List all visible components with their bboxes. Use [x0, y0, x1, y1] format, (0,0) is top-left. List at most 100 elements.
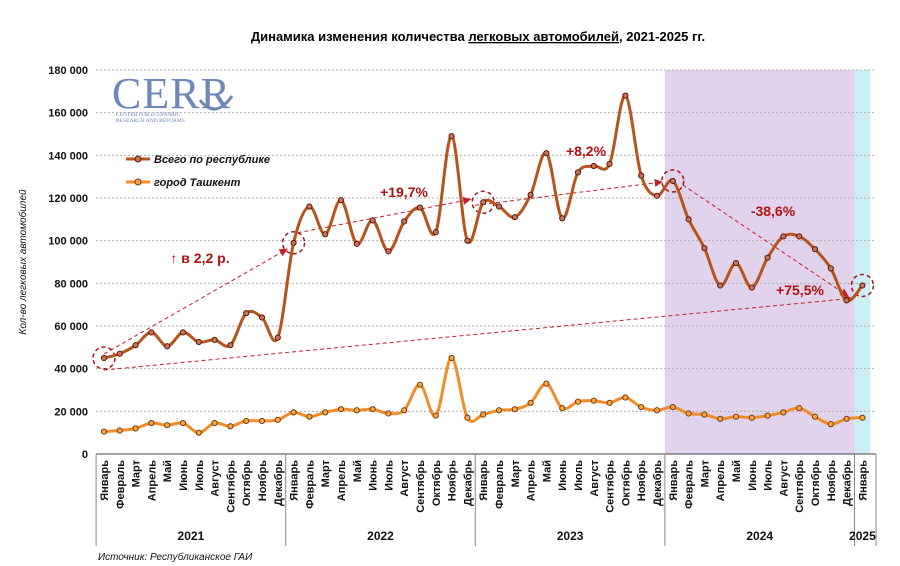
data-point: [732, 259, 740, 267]
data-point: [653, 192, 661, 199]
annotation-label: +19,7%: [380, 184, 428, 200]
month-label: Декабрь: [462, 460, 474, 506]
data-point: [243, 310, 250, 317]
data-point: [385, 248, 392, 255]
legend: Всего по республике город Ташкент: [126, 154, 270, 189]
month-label: Май: [352, 460, 364, 482]
trend-arrow-2023-2024-head: [654, 178, 663, 187]
month-label: Сентябрь: [794, 460, 806, 513]
month-label: Апрель: [336, 460, 348, 501]
month-label: Сентябрь: [605, 460, 617, 513]
data-point: [416, 204, 424, 211]
shaded-region-0: [664, 70, 855, 454]
month-label: Март: [320, 459, 332, 487]
data-point: [590, 397, 597, 404]
data-point: [685, 216, 692, 223]
month-label: Январь: [857, 460, 869, 501]
data-point: [606, 399, 613, 406]
data-point: [511, 406, 518, 413]
data-point: [385, 410, 392, 417]
data-point: [574, 169, 582, 176]
y-tick-label: 40 000: [54, 364, 88, 376]
month-label: Июль: [383, 460, 395, 491]
data-point: [322, 409, 329, 416]
data-point: [306, 203, 313, 210]
data-point: [811, 246, 819, 253]
data-point: [827, 421, 834, 428]
data-point: [179, 329, 187, 336]
data-point: [843, 415, 850, 422]
data-point: [748, 284, 755, 291]
month-label: Июнь: [178, 460, 190, 491]
data-point: [669, 403, 676, 411]
legend-label-total: Всего по республике: [154, 154, 270, 166]
data-point: [843, 297, 850, 304]
legend-marker-total: [134, 155, 142, 163]
month-label: Май: [541, 460, 553, 482]
trend-arrow-2023-2024: [475, 181, 663, 206]
month-label: Июль: [194, 460, 206, 491]
month-label: Июль: [573, 460, 585, 491]
data-point: [732, 413, 740, 420]
data-point: [132, 342, 139, 349]
data-point: [653, 407, 661, 414]
y-tick-label: 80 000: [54, 278, 88, 290]
month-label: Март: [510, 459, 522, 487]
year-label: 2025: [849, 529, 876, 543]
data-point: [480, 411, 487, 418]
month-label: Июнь: [747, 460, 759, 491]
data-point: [353, 407, 360, 414]
month-label: Октябрь: [810, 460, 822, 506]
data-point: [274, 334, 281, 341]
month-label: Октябрь: [241, 460, 253, 506]
month-label: Январь: [668, 460, 680, 501]
month-label: Август: [399, 459, 411, 496]
logo-subtitle-1: CENTER FOR ECONOMIC: [116, 112, 181, 118]
data-point: [495, 203, 503, 210]
month-label: Сентябрь: [415, 460, 427, 513]
data-point: [337, 197, 345, 204]
month-label: Январь: [99, 460, 111, 501]
data-point: [590, 162, 597, 170]
data-point: [464, 237, 471, 244]
data-point: [780, 233, 787, 240]
y-tick-label: 180 000: [48, 65, 88, 77]
y-tick-label: 140 000: [48, 150, 88, 162]
data-point: [401, 218, 408, 225]
trend-arrow-2022-2023-head: [462, 196, 472, 205]
data-point: [195, 338, 202, 346]
trend-arrow-2024-decline: [682, 184, 849, 297]
month-label: Июнь: [368, 460, 380, 491]
month-label: Октябрь: [620, 460, 632, 506]
data-point: [179, 419, 187, 427]
data-point: [543, 380, 550, 387]
month-label: Август: [210, 459, 222, 496]
data-point: [827, 265, 834, 272]
data-point: [511, 214, 518, 221]
data-point: [337, 406, 345, 413]
trend-arrow-2021-2022-head: [278, 248, 288, 257]
data-point: [527, 191, 534, 198]
trend-arrow-2022-2023: [297, 198, 472, 234]
data-point: [274, 416, 281, 423]
month-label: Май: [731, 460, 743, 482]
data-point: [227, 342, 234, 349]
data-point: [116, 427, 123, 434]
data-point: [195, 429, 202, 436]
data-point: [543, 150, 550, 157]
year-label: 2024: [746, 529, 773, 543]
month-label: Сентябрь: [225, 460, 237, 513]
y-tick-label: 120 000: [48, 193, 88, 205]
logo-text: CERR: [112, 69, 231, 118]
data-point: [796, 405, 803, 412]
month-label: Апрель: [526, 460, 538, 501]
month-label: Апрель: [715, 460, 727, 501]
data-point: [322, 231, 329, 238]
data-point: [638, 403, 645, 411]
data-point: [416, 381, 424, 388]
data-point: [559, 405, 566, 412]
year-label: 2023: [557, 529, 584, 543]
data-point: [432, 412, 439, 419]
trend-arrow-2021-2022: [103, 248, 288, 355]
